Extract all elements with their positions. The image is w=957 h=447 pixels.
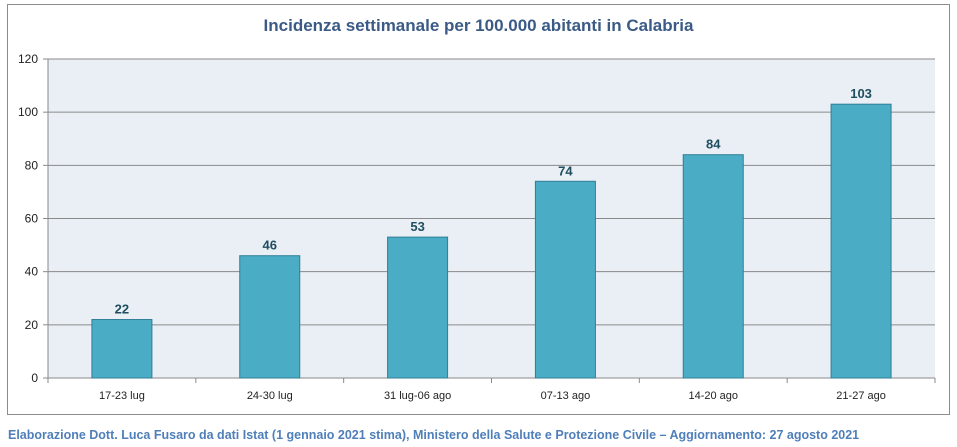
chart-title: Incidenza settimanale per 100.000 abitan… <box>263 16 694 35</box>
y-tick-label: 40 <box>25 265 39 279</box>
bar <box>91 319 153 379</box>
x-tick-label: 21-27 ago <box>836 390 886 402</box>
bar <box>239 255 301 379</box>
y-tick-label: 80 <box>25 158 39 172</box>
y-tick-label: 60 <box>25 212 39 226</box>
bar <box>830 103 892 379</box>
data-label: 74 <box>558 163 573 178</box>
data-label: 46 <box>263 238 277 253</box>
y-tick-label: 100 <box>18 105 38 119</box>
x-tick-label: 17-23 lug <box>99 390 145 402</box>
data-label: 103 <box>850 86 872 101</box>
data-label: 53 <box>410 219 424 234</box>
bar <box>534 180 596 379</box>
bar <box>387 236 449 379</box>
y-tick-label: 0 <box>31 371 38 385</box>
x-tick-label: 07-13 ago <box>541 390 591 402</box>
bar <box>682 154 744 379</box>
y-tick-label: 20 <box>25 318 39 332</box>
data-label: 84 <box>706 137 721 152</box>
data-label: 22 <box>115 302 129 317</box>
source-footer: Elaborazione Dott. Luca Fusaro da dati I… <box>8 428 860 442</box>
x-tick-label: 31 lug-06 ago <box>384 390 451 402</box>
y-tick-label: 120 <box>18 52 38 66</box>
x-tick-label: 24-30 lug <box>247 390 293 402</box>
x-tick-label: 14-20 ago <box>688 390 738 402</box>
